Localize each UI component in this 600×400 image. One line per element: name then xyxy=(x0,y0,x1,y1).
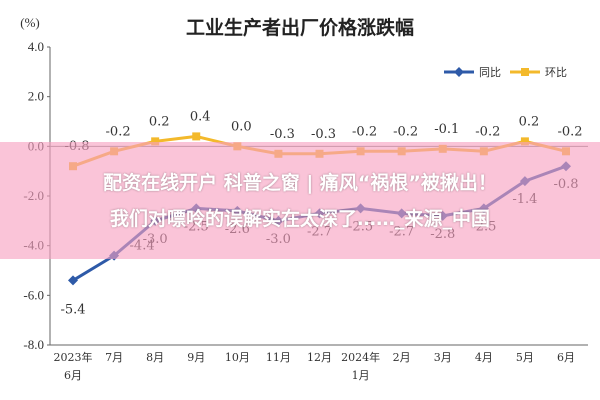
data-label-mom: -0.2 xyxy=(557,124,582,139)
x-tick-label: 7月 xyxy=(105,351,123,364)
x-tick-labels: 2023年 6月 7月 8月 9月 10月 11月 12月 2024年 1月 2月 3月 4月 5月 6月 xyxy=(54,350,576,382)
overlay-text-line-2[interactable]: 我们对嘌呤的误解实在太深了……_来源_中国 xyxy=(109,208,490,230)
data-label-mom: 0.2 xyxy=(149,114,170,129)
y-tick-label: -8.0 xyxy=(23,337,44,352)
data-label-mom: 0.2 xyxy=(519,114,540,129)
data-label-mom: -0.1 xyxy=(434,122,459,137)
x-tick-label: 11月 xyxy=(266,351,291,364)
legend: 同比 环比 xyxy=(444,66,567,79)
data-point-marker xyxy=(520,137,529,146)
y-tick-label: 2.0 xyxy=(28,89,44,104)
overlay-text-line-1[interactable]: 配资在线开户 科普之窗 | 痛风“祸根”被揪出！ xyxy=(103,172,497,194)
x-tick-label: 5月 xyxy=(516,351,534,364)
chart-title: 工业生产者出厂价格涨跌幅 xyxy=(186,16,414,39)
data-label-mom: -0.3 xyxy=(270,127,295,142)
data-label-mom: -0.3 xyxy=(311,127,336,142)
x-tick-label: 6月 xyxy=(557,351,575,364)
x-tick-label: 3月 xyxy=(434,351,452,364)
legend-marker xyxy=(454,67,464,77)
x-tick-label: 2024年 xyxy=(341,350,380,364)
legend-label-0: 同比 xyxy=(479,66,501,79)
y-tick-label: -6.0 xyxy=(23,287,44,302)
x-tick-label: 2023年 xyxy=(54,350,93,364)
data-label-mom: -0.2 xyxy=(352,124,377,139)
data-label-yoy: -5.4 xyxy=(60,302,85,317)
x-tick-label: 6月 xyxy=(64,369,82,382)
x-tick-label: 9月 xyxy=(187,351,205,364)
data-label-mom: 0.0 xyxy=(231,119,252,134)
legend-marker xyxy=(521,68,529,76)
x-tick-label: 10月 xyxy=(225,351,250,364)
x-tick-label: 1月 xyxy=(352,369,370,382)
legend-label-1: 环比 xyxy=(545,66,567,79)
x-tick-label: 2月 xyxy=(393,351,411,364)
x-tick-label: 4月 xyxy=(475,351,493,364)
data-label-mom: -0.2 xyxy=(393,124,418,139)
x-tick-label: 12月 xyxy=(307,351,332,364)
data-point-marker xyxy=(151,137,160,146)
data-point-marker xyxy=(68,275,78,286)
data-label-mom: -0.2 xyxy=(475,124,500,139)
overlay-banner xyxy=(0,142,600,259)
y-tick-label: 4.0 xyxy=(28,39,44,54)
unit-label: (%) xyxy=(20,15,40,30)
x-tick-label: 8月 xyxy=(146,351,164,364)
data-point-marker xyxy=(192,132,201,141)
data-label-mom: 0.4 xyxy=(190,109,211,124)
data-label-mom: -0.2 xyxy=(106,124,131,139)
